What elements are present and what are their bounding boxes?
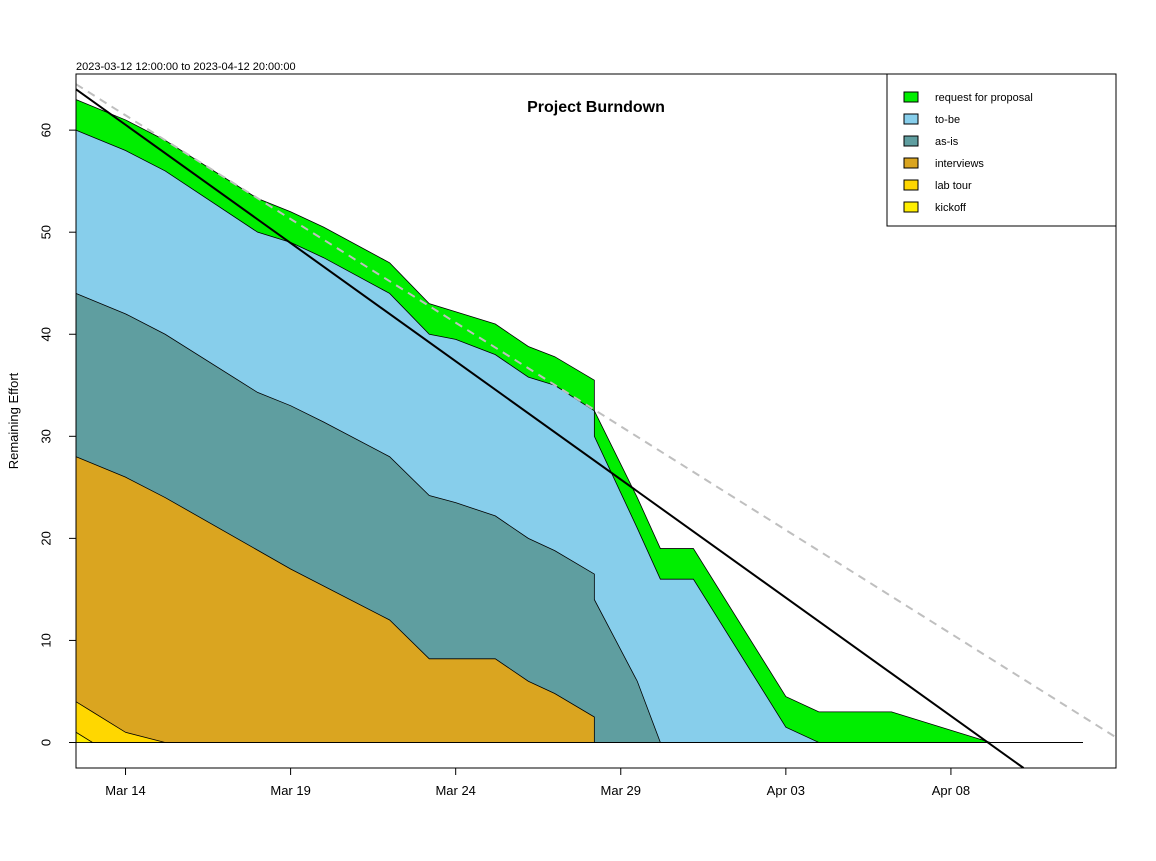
legend-label: kickoff [935, 202, 967, 214]
x-tick-label: Mar 19 [270, 783, 310, 798]
area-interviews [76, 456, 1083, 743]
reference-lines [76, 83, 1116, 768]
legend-swatch [903, 135, 919, 147]
x-tick-label: Mar 29 [601, 783, 641, 798]
legend: request for proposal to-be as-is interviews… [886, 73, 1117, 227]
ideal-burndown-line [76, 88, 1025, 768]
y-tick-label: 60 [39, 123, 54, 137]
area-lab-tour [76, 701, 1083, 743]
legend-swatch [903, 157, 919, 169]
x-tick-label: Apr 08 [932, 783, 970, 798]
legend-label: request for proposal [935, 92, 1033, 104]
y-axis: 0 10 20 30 40 50 60 [39, 123, 76, 746]
y-tick-label: 10 [39, 633, 54, 647]
trend-line [76, 83, 1116, 739]
legend-label: to-be [935, 114, 960, 126]
x-tick-label: Apr 03 [767, 783, 805, 798]
chart-subtitle: 2023-03-12 12:00:00 to 2023-04-12 20:00:… [76, 61, 296, 73]
x-axis: Mar 14 Mar 19 Mar 24 Mar 29 Apr 03 Apr 08 [105, 768, 970, 798]
legend-label: as-is [935, 136, 959, 148]
legend-label: lab tour [935, 180, 972, 192]
chart-title: Project Burndown [527, 99, 665, 116]
y-tick-label: 20 [39, 531, 54, 545]
x-tick-label: Mar 14 [105, 783, 145, 798]
legend-swatch [903, 113, 919, 125]
area-kickoff [76, 731, 1083, 743]
y-tick-label: 30 [39, 429, 54, 443]
plot-frame [75, 73, 1117, 769]
legend-swatch [903, 179, 919, 191]
y-axis-title: Remaining Effort [6, 372, 21, 469]
legend-swatch [903, 91, 919, 103]
legend-swatch [903, 201, 919, 213]
y-tick-label: 0 [39, 739, 54, 746]
legend-label: interviews [935, 158, 984, 170]
legend-box [886, 73, 1117, 227]
y-tick-label: 50 [39, 225, 54, 239]
x-tick-label: Mar 24 [435, 783, 475, 798]
series-layer [76, 99, 1083, 743]
y-tick-label: 40 [39, 327, 54, 341]
